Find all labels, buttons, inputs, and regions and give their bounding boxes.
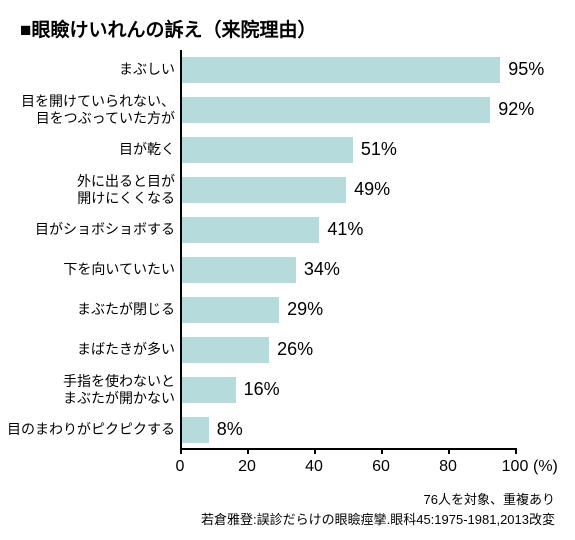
bar-value-label: 34%	[304, 259, 340, 280]
bar-value-label: 41%	[327, 219, 363, 240]
bar-value-label: 51%	[361, 139, 397, 160]
bar-row: 49%	[182, 170, 515, 210]
category-label: 外に出ると目が 開けにくくなる	[5, 170, 175, 210]
bar-row: 34%	[182, 250, 515, 290]
bar	[182, 177, 346, 203]
bar-row: 26%	[182, 330, 515, 370]
category-label: まぶたが閉じる	[5, 290, 175, 330]
bar-value-label: 8%	[217, 419, 243, 440]
category-label: 目がショボショボする	[5, 210, 175, 250]
bar-value-label: 16%	[244, 379, 280, 400]
bar-value-label: 95%	[508, 59, 544, 80]
footnote-sample: 76人を対象、重複あり	[424, 489, 555, 508]
chart-title: ■眼瞼けいれんの訴え（来院理由）	[20, 15, 316, 42]
footnote-citation: 若倉雅登:誤診だらけの眼瞼痙攣.眼科45:1975-1981,2013改変	[201, 509, 555, 528]
category-label: まばたきが多い	[5, 330, 175, 370]
x-tick	[180, 448, 182, 454]
x-tick-label: 20	[238, 458, 256, 476]
bar-row: 95%	[182, 50, 515, 90]
category-label: まぶしい	[5, 50, 175, 90]
bar-row: 16%	[182, 370, 515, 410]
x-tick	[515, 448, 517, 454]
x-tick-label: 80	[439, 458, 457, 476]
bar	[182, 97, 490, 123]
x-axis: 020406080100(%)	[180, 452, 540, 482]
x-axis-unit: (%)	[533, 458, 558, 476]
category-label: 目が乾く	[5, 130, 175, 170]
bar-value-label: 92%	[498, 99, 534, 120]
bar-row: 41%	[182, 210, 515, 250]
x-tick-label: 0	[176, 458, 185, 476]
x-tick	[314, 448, 316, 454]
bar	[182, 217, 319, 243]
category-label: 下を向いていたい	[5, 250, 175, 290]
x-tick	[247, 448, 249, 454]
bar	[182, 417, 209, 443]
x-tick	[448, 448, 450, 454]
x-tick-label: 100	[502, 458, 529, 476]
bar	[182, 297, 279, 323]
category-label: 目のまわりがピクピクする	[5, 410, 175, 450]
bar-value-label: 49%	[354, 179, 390, 200]
x-tick	[381, 448, 383, 454]
bar	[182, 57, 500, 83]
x-tick-label: 40	[305, 458, 323, 476]
category-label: 目を開けていられない、 目をつぶっていた方が	[5, 90, 175, 130]
bar	[182, 257, 296, 283]
chart-area: 95%92%51%49%41%34%29%26%16%8% まぶしい目を開けてい…	[0, 50, 575, 490]
bar	[182, 377, 236, 403]
bar-value-label: 26%	[277, 339, 313, 360]
bar-row: 51%	[182, 130, 515, 170]
bar-row: 29%	[182, 290, 515, 330]
bar-value-label: 29%	[287, 299, 323, 320]
bar-row: 92%	[182, 90, 515, 130]
bar	[182, 337, 269, 363]
plot-region: 95%92% 51% 49% 41% 34% 29% 26% 16%8%	[180, 50, 515, 450]
bar-row: 8%	[182, 410, 515, 450]
x-tick-label: 60	[372, 458, 390, 476]
category-label: 手指を使わないと まぶたが開かない	[5, 370, 175, 410]
bar	[182, 137, 353, 163]
